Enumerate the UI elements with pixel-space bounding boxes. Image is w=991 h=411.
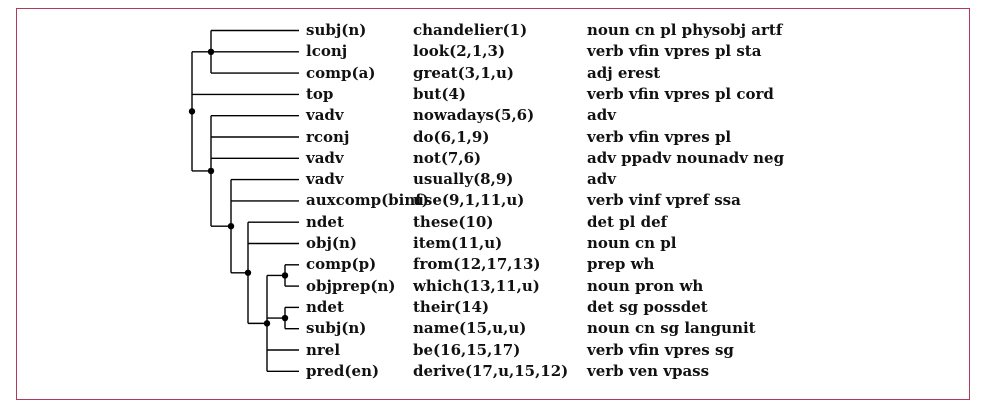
tree-node-dot xyxy=(281,314,289,322)
table-row: subj(n) chandelier(1) noun cn pl physobj a… xyxy=(17,20,969,41)
tags-label: det sg possdet xyxy=(587,297,708,316)
tags-label: noun cn pl physobj artf xyxy=(587,21,783,39)
word-label: these(10) xyxy=(413,212,494,231)
word-label: but(4) xyxy=(413,84,466,103)
table-row: objprep(n) which(13,11,u) noun pron wh xyxy=(17,276,969,297)
tree-node-dot xyxy=(244,269,252,276)
tree-node-dot xyxy=(281,272,289,279)
tree-node-dot xyxy=(188,108,196,115)
tags-label: adv xyxy=(587,106,616,125)
word-label: which(13,11,u) xyxy=(413,276,540,295)
table-row: pred(en) derive(17,u,15,12) verb ven vpass xyxy=(17,361,969,382)
table-row: nrel be(16,15,17) verb vfin vpres sg xyxy=(17,340,969,361)
tags-label: noun cn sg langunit xyxy=(587,319,756,338)
tags-label: verb vfin vpres sg xyxy=(587,340,734,359)
word-label: be(16,15,17) xyxy=(413,340,521,359)
relation-label: comp(p) xyxy=(306,255,377,274)
word-label: not(7,6) xyxy=(413,148,482,167)
tags-label: verb vinf vpref ssa xyxy=(587,191,741,210)
word-label: use(9,1,11,u) xyxy=(413,191,525,210)
word-label: nowadays(5,6) xyxy=(413,106,535,125)
table-row: vadv nowadays(5,6) adv xyxy=(17,105,969,126)
relation-label: auxcomp(binf) xyxy=(306,191,429,210)
table-row: comp(a) great(3,1,u) adj erest xyxy=(17,63,969,84)
tree-node-dot xyxy=(207,167,215,175)
table-row: ndet these(10) det pl def xyxy=(17,212,969,233)
word-label: look(2,1,3) xyxy=(413,42,506,61)
tree-node-dot xyxy=(227,222,235,230)
diagram-frame: subj(n) chandelier(1) noun cn pl physobj a… xyxy=(16,8,970,400)
tags-label: det pl def xyxy=(587,212,668,231)
word-label: their(14) xyxy=(413,297,490,316)
table-row: vadv not(7,6) adv ppadv nounadv neg xyxy=(17,148,969,169)
word-label: do(6,1,9) xyxy=(413,127,490,146)
dependency-tree xyxy=(188,29,299,372)
tree-node-dot xyxy=(207,48,215,55)
tags-label: noun cn pl xyxy=(587,234,677,252)
word-label: great(3,1,u) xyxy=(413,63,515,82)
tags-label: adv ppadv nounadv neg xyxy=(587,148,785,167)
relation-label: comp(a) xyxy=(306,63,376,82)
relation-label: vadv xyxy=(306,148,344,167)
relation-label: subj(n) xyxy=(306,319,367,338)
table-row: subj(n) name(15,u,u) noun cn sg langunit xyxy=(17,318,969,339)
table-row: obj(n) item(11,u) noun cn pl xyxy=(17,233,969,254)
relation-label: rconj xyxy=(306,127,350,146)
word-label: from(12,17,13) xyxy=(413,255,541,274)
word-label: name(15,u,u) xyxy=(413,319,527,338)
table-row: ndet their(14) det sg possdet xyxy=(17,297,969,318)
relation-label: subj(n) xyxy=(306,21,367,39)
tags-label: verb vfin vpres pl cord xyxy=(587,84,774,103)
tags-label: adv xyxy=(587,170,616,189)
word-label: derive(17,u,15,12) xyxy=(413,361,569,380)
tags-label: prep wh xyxy=(587,255,655,274)
tags-label: verb ven vpass xyxy=(587,361,710,380)
relation-label: pred(en) xyxy=(306,361,380,380)
relation-label: ndet xyxy=(306,297,344,316)
word-label: item(11,u) xyxy=(413,234,503,252)
word-label: usually(8,9) xyxy=(413,170,514,189)
word-label: chandelier(1) xyxy=(413,21,528,39)
relation-label: lconj xyxy=(306,42,348,61)
relation-label: ndet xyxy=(306,212,344,231)
tags-label: adj erest xyxy=(587,63,661,82)
table-row: auxcomp(binf) use(9,1,11,u) verb vinf vpre… xyxy=(17,190,969,211)
table-row: comp(p) from(12,17,13) prep wh xyxy=(17,254,969,275)
relation-label: nrel xyxy=(306,340,341,359)
relation-label: objprep(n) xyxy=(306,276,396,295)
table-row: rconj do(6,1,9) verb vfin vpres pl xyxy=(17,127,969,148)
tags-label: verb vfin vpres pl xyxy=(587,127,732,146)
table-row: lconj look(2,1,3) verb vfin vpres pl sta xyxy=(17,41,969,62)
tags-label: verb vfin vpres pl sta xyxy=(587,42,762,61)
relation-label: obj(n) xyxy=(306,234,358,252)
relation-label: top xyxy=(306,84,334,103)
table-row: top but(4) verb vfin vpres pl cord xyxy=(17,84,969,105)
relation-label: vadv xyxy=(306,106,344,125)
table-row: vadv usually(8,9) adv xyxy=(17,169,969,190)
tags-label: noun pron wh xyxy=(587,276,704,295)
relation-label: vadv xyxy=(306,170,344,189)
tree-node-dot xyxy=(263,320,271,327)
